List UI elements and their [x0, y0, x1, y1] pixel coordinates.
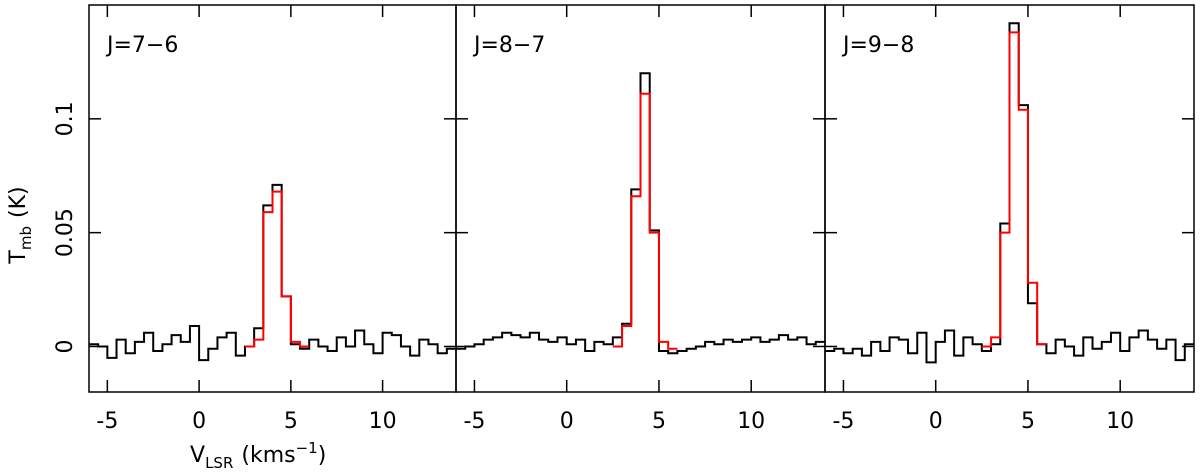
- x-tick-label: 10: [1106, 409, 1134, 434]
- x-tick-label: 0: [929, 409, 943, 434]
- x-label-sub: LSR: [205, 454, 233, 472]
- x-tick-label: 0: [192, 409, 206, 434]
- y-tick-label: 0: [53, 339, 78, 353]
- y-label-sub: mb: [17, 226, 35, 250]
- panel-frame: [824, 4, 1195, 393]
- x-label-main: V: [190, 443, 205, 468]
- x-tick-label: 5: [1021, 409, 1035, 434]
- y-tick-label: 0.1: [53, 101, 78, 136]
- x-tick-label: 5: [652, 409, 666, 434]
- x-tick-label: -5: [96, 409, 118, 434]
- y-axis-label: Tmb (K): [6, 186, 35, 264]
- spectrum-line: [981, 31, 1047, 348]
- spectrum-line: [612, 92, 678, 350]
- spectrum-line: [244, 190, 310, 348]
- x-axis-label: VLSR (kms−1): [190, 439, 326, 472]
- x-label-sup: −1: [296, 439, 318, 457]
- y-tick-label: 0.05: [53, 208, 78, 257]
- y-label-unit: (K): [6, 186, 31, 218]
- panel-label: J=8−7: [472, 33, 545, 58]
- panel-label: J=9−8: [841, 33, 914, 58]
- x-label-unit: (kms: [241, 443, 295, 468]
- x-tick-label: 0: [560, 409, 574, 434]
- x-tick-label: -5: [832, 409, 854, 434]
- x-tick-label: 10: [737, 409, 765, 434]
- x-label-end: ): [318, 443, 327, 468]
- y-label-main: T: [6, 250, 31, 265]
- x-tick-label: 10: [369, 409, 397, 434]
- panel-label: J=7−6: [105, 33, 178, 58]
- x-tick-label: 5: [284, 409, 298, 434]
- x-tick-label: -5: [463, 409, 485, 434]
